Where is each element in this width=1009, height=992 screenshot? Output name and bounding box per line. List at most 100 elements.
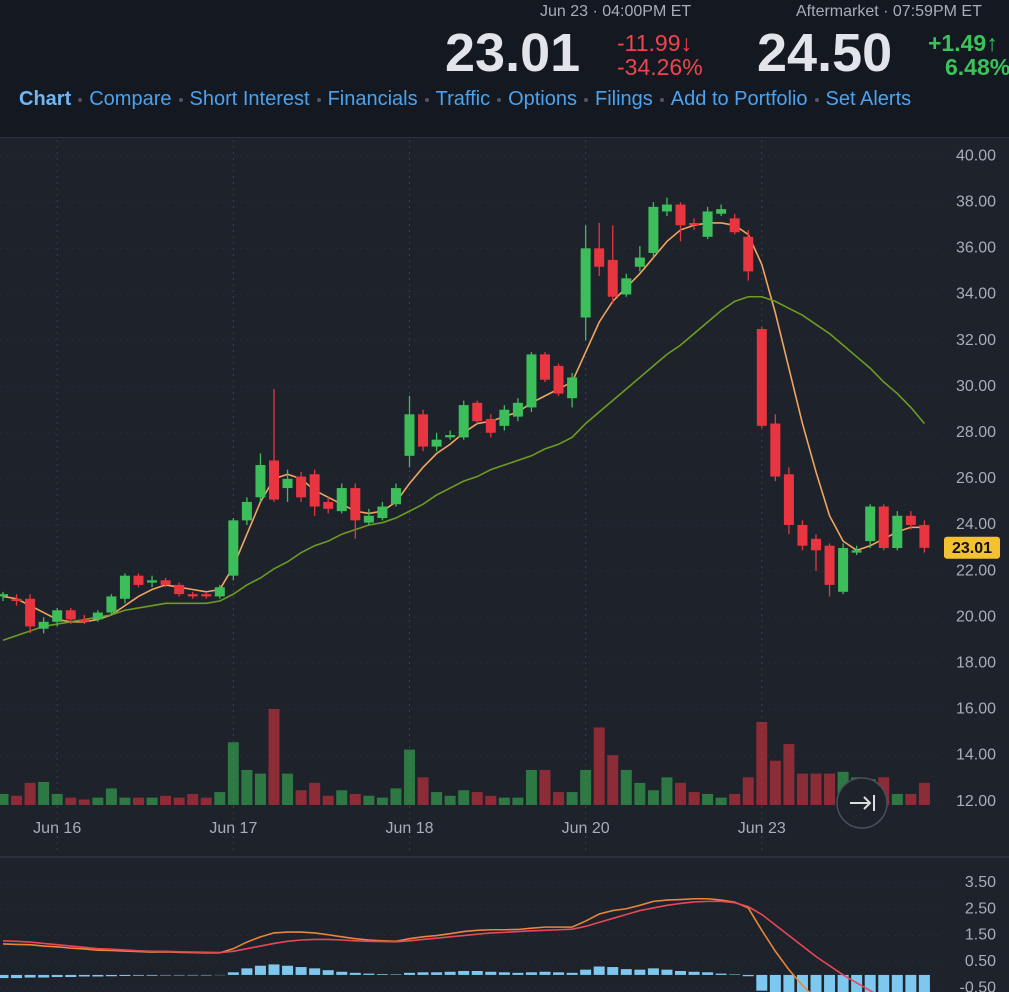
nav-link[interactable]: Add to Portfolio bbox=[670, 88, 808, 110]
histogram-bar bbox=[525, 972, 537, 975]
nav-link[interactable]: Chart bbox=[19, 88, 72, 110]
histogram-bar bbox=[647, 968, 659, 975]
volume-bar bbox=[11, 795, 23, 805]
volume-bar bbox=[783, 744, 795, 805]
histogram-bar bbox=[78, 974, 90, 977]
volume-bar bbox=[824, 773, 836, 805]
histogram-bar bbox=[783, 974, 795, 992]
nav-link[interactable]: Filings bbox=[595, 88, 653, 110]
volume-bar bbox=[715, 797, 727, 805]
y-tick-label: 0.50 bbox=[965, 953, 996, 970]
histogram-bar bbox=[471, 970, 483, 975]
nav-link[interactable]: Compare bbox=[89, 88, 172, 110]
histogram-bar bbox=[268, 964, 280, 975]
volume-bar bbox=[539, 769, 551, 805]
nav-link[interactable]: Set Alerts bbox=[825, 88, 912, 110]
candle-body bbox=[485, 418, 496, 433]
histogram-bar bbox=[390, 974, 402, 975]
histogram-bar bbox=[891, 974, 903, 992]
candle-body bbox=[499, 409, 510, 426]
volume-bar bbox=[444, 795, 456, 805]
histogram-bar bbox=[593, 966, 605, 975]
nav-link[interactable]: Traffic bbox=[435, 88, 491, 110]
histogram-bar bbox=[878, 974, 890, 992]
candle-body bbox=[851, 550, 862, 553]
histogram-bar bbox=[824, 974, 836, 992]
candle-body bbox=[580, 248, 591, 318]
volume-bar bbox=[661, 777, 673, 805]
volume-bar bbox=[634, 782, 646, 805]
y-tick-label: 40.00 bbox=[956, 147, 996, 164]
histogram-bar bbox=[837, 974, 849, 992]
nav-link[interactable]: Financials bbox=[327, 88, 418, 110]
candle-body bbox=[228, 520, 239, 576]
histogram-bar bbox=[160, 974, 172, 976]
last-price-label: 23.01 bbox=[952, 540, 992, 557]
x-tick-label: Jun 23 bbox=[738, 820, 786, 837]
volume-bar bbox=[214, 792, 226, 805]
candle-body bbox=[38, 621, 49, 629]
y-tick-label: 32.00 bbox=[956, 332, 996, 349]
candle-body bbox=[187, 594, 198, 597]
candle-body bbox=[512, 402, 523, 417]
histogram-bar bbox=[458, 970, 470, 975]
volume-bar bbox=[254, 773, 266, 805]
candle-body bbox=[160, 580, 171, 585]
volume-bar bbox=[282, 773, 294, 805]
candle-body bbox=[729, 218, 740, 233]
histogram-bar bbox=[322, 970, 334, 975]
candle-body bbox=[431, 439, 442, 447]
histogram-bar bbox=[376, 974, 388, 975]
candle-body bbox=[106, 596, 117, 613]
x-tick-label: Jun 18 bbox=[385, 820, 433, 837]
y-tick-label: 38.00 bbox=[956, 193, 996, 210]
histogram-bar bbox=[119, 974, 131, 976]
volume-bar bbox=[24, 782, 36, 805]
histogram-bar bbox=[200, 974, 212, 976]
histogram-bar bbox=[241, 968, 253, 975]
candle-body bbox=[323, 501, 334, 509]
change-pct: -34.26% bbox=[617, 54, 703, 80]
candle-body bbox=[540, 354, 550, 380]
candle-body bbox=[214, 587, 225, 597]
histogram-bar bbox=[309, 968, 321, 975]
histogram-bar bbox=[404, 972, 415, 975]
candle-body bbox=[404, 414, 415, 456]
candle-body bbox=[282, 478, 293, 489]
volume-bar bbox=[349, 793, 361, 805]
candle-body bbox=[445, 435, 456, 438]
nav-link[interactable]: Options bbox=[508, 88, 577, 110]
volume-bar bbox=[525, 769, 537, 805]
candle-body bbox=[607, 259, 618, 297]
separator bbox=[424, 97, 429, 102]
histogram-bar bbox=[146, 974, 158, 976]
volume-bar bbox=[160, 795, 172, 805]
histogram-bar bbox=[65, 974, 77, 978]
price: 23.01 bbox=[445, 23, 581, 83]
volume-bar bbox=[607, 755, 619, 805]
nav-bar: Chart Compare Short Interest Financials Traf… bbox=[19, 88, 911, 111]
candle-body bbox=[702, 211, 713, 237]
histogram-bar bbox=[417, 972, 429, 975]
candle-body bbox=[363, 515, 374, 523]
volume-bar bbox=[485, 795, 497, 805]
histogram-bar bbox=[661, 969, 673, 975]
candle-body bbox=[892, 515, 903, 549]
nav-link[interactable]: Short Interest bbox=[189, 88, 310, 110]
scroll-button[interactable] bbox=[836, 777, 888, 829]
y-tick-label: 22.00 bbox=[956, 562, 996, 579]
separator bbox=[659, 97, 664, 102]
separator bbox=[584, 97, 588, 102]
volume-bar bbox=[376, 797, 388, 805]
histogram-bar bbox=[702, 972, 714, 975]
y-tick-label: 24.00 bbox=[956, 516, 996, 533]
candle-body bbox=[79, 619, 90, 622]
histogram-bar bbox=[769, 974, 781, 992]
histogram-bar bbox=[24, 974, 36, 978]
volume-bar bbox=[133, 797, 144, 805]
candle-body bbox=[783, 474, 794, 525]
after-change: +1.49↑ bbox=[928, 30, 998, 56]
volume-bar bbox=[404, 749, 415, 805]
histogram-bar bbox=[634, 969, 646, 975]
separator bbox=[814, 97, 819, 102]
